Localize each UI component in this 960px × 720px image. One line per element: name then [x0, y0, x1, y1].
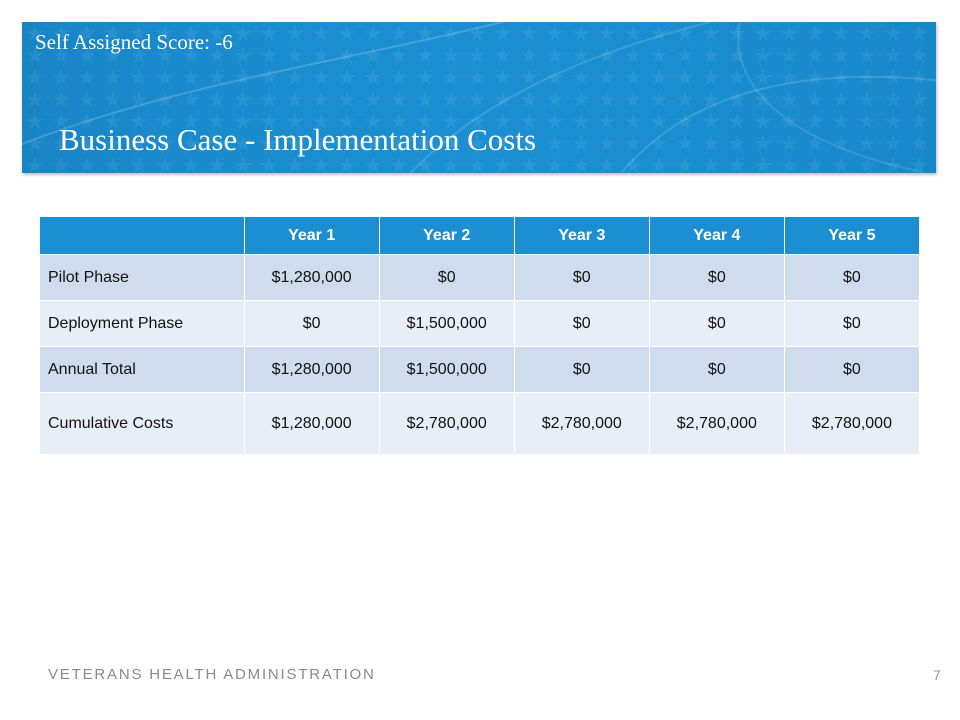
table-row: Pilot Phase $1,280,000 $0 $0 $0 $0 [40, 254, 921, 301]
table-cell: $0 [784, 346, 921, 393]
title-banner: Self Assigned Score: -6 Business Case - … [22, 22, 936, 173]
column-header: Year 2 [379, 217, 515, 255]
table-cell: $0 [649, 254, 785, 301]
column-header: Year 3 [514, 217, 650, 255]
row-label: Deployment Phase [40, 300, 245, 347]
column-header [40, 217, 245, 255]
table-cell: $0 [649, 346, 785, 393]
table-cell: $2,780,000 [514, 392, 650, 454]
implementation-costs-table: Year 1 Year 2 Year 3 Year 4 Year 5 Pilot… [40, 217, 921, 454]
banner-pattern [22, 22, 936, 173]
table-cell: $2,780,000 [784, 392, 921, 454]
page-number: 7 [933, 667, 941, 683]
table-row: Annual Total $1,280,000 $1,500,000 $0 $0… [40, 346, 921, 393]
column-header: Year 4 [649, 217, 785, 255]
table-cell: $1,500,000 [379, 300, 515, 347]
column-header: Year 1 [244, 217, 380, 255]
table-cell: $1,280,000 [244, 346, 380, 393]
table-cell: $2,780,000 [649, 392, 785, 454]
self-assigned-score: Self Assigned Score: -6 [35, 30, 233, 54]
table-cell: $1,500,000 [379, 346, 515, 393]
table-cell: $0 [379, 254, 515, 301]
row-label: Cumulative Costs [40, 392, 245, 454]
table-cell: $1,280,000 [244, 392, 380, 454]
table-cell: $0 [514, 254, 650, 301]
table-cell: $0 [514, 346, 650, 393]
table-cell: $0 [649, 300, 785, 347]
table-header-row: Year 1 Year 2 Year 3 Year 4 Year 5 [40, 217, 921, 255]
column-header: Year 5 [784, 217, 921, 255]
table-row: Cumulative Costs $1,280,000 $2,780,000 $… [40, 392, 921, 454]
table-cell: $0 [784, 300, 921, 347]
table-cell: $1,280,000 [244, 254, 380, 301]
table-row: Deployment Phase $0 $1,500,000 $0 $0 $0 [40, 300, 921, 347]
page-title: Business Case - Implementation Costs [59, 122, 537, 157]
row-label: Pilot Phase [40, 254, 245, 301]
table-cell: $0 [784, 254, 921, 301]
table-cell: $0 [244, 300, 380, 347]
footer-organization: VETERANS HEALTH ADMINISTRATION [48, 666, 376, 683]
row-label: Annual Total [40, 346, 245, 393]
table-cell: $0 [514, 300, 650, 347]
table-cell: $2,780,000 [379, 392, 515, 454]
